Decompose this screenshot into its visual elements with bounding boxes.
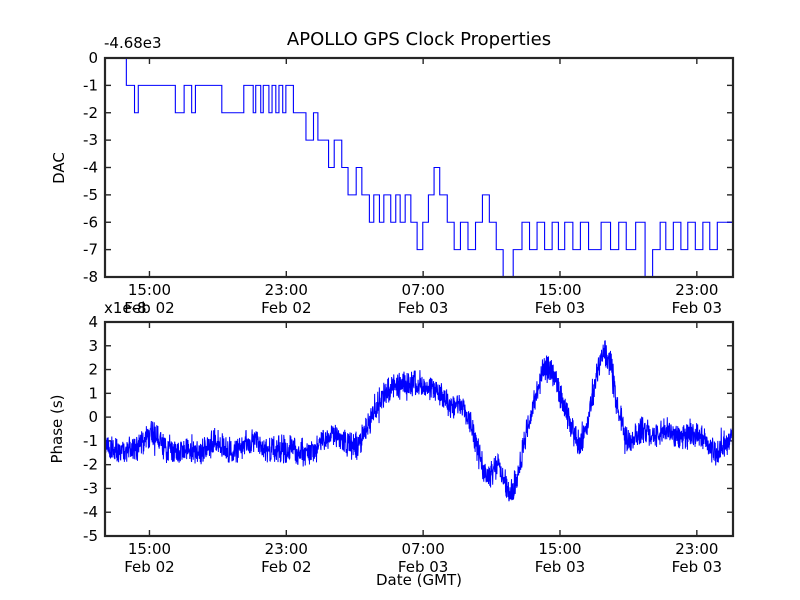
phase-data-trace — [104, 340, 734, 502]
phase-y-tick-label: -4 — [83, 503, 98, 521]
phase-x-tick-time: 15:00 — [538, 540, 581, 558]
dac-y-tick-label: -8 — [83, 268, 98, 286]
phase-y-tick-label: -5 — [83, 527, 98, 545]
chart-title: APOLLO GPS Clock Properties — [287, 29, 551, 50]
dac-x-tick-time: 23:00 — [675, 281, 718, 299]
dac-x-tick-time: 23:00 — [265, 281, 308, 299]
dac-y-tick-label: -2 — [83, 104, 98, 122]
phase-axes-frame — [103, 320, 735, 538]
dac-y-axis-label: DAC — [50, 152, 68, 184]
phase-subplot: x1e-8 Phase (s) Date (GMT) 4 3 2 1 0 -1 -2 -3 -4… — [48, 299, 735, 589]
phase-x-tick-time: 23:00 — [675, 540, 718, 558]
dac-y-tick-label: -5 — [83, 186, 98, 204]
dac-x-tick-time: 15:00 — [538, 281, 581, 299]
phase-y-tick-label: -1 — [83, 432, 98, 450]
dac-subplot: APOLLO GPS Clock Properties -4.68e3 DAC … — [50, 29, 735, 317]
dac-y-tick-label: -1 — [83, 76, 98, 94]
dac-x-tick-date: Feb 03 — [535, 299, 585, 317]
dac-x-tick-date: Feb 02 — [261, 299, 311, 317]
dac-x-tick-date: Feb 03 — [398, 299, 448, 317]
phase-y-tick-label: -2 — [83, 456, 98, 474]
dac-y-tick-label: -3 — [83, 131, 98, 149]
phase-x-tick-date: Feb 02 — [124, 558, 174, 576]
dac-x-tick-date: Feb 03 — [672, 299, 722, 317]
phase-y-tick-label: 2 — [88, 361, 98, 379]
phase-y-tick-label: -3 — [83, 479, 98, 497]
dac-x-tick-time: 15:00 — [128, 281, 171, 299]
phase-x-tick-time: 23:00 — [265, 540, 308, 558]
dac-y-offset-label: -4.68e3 — [104, 34, 162, 52]
dac-y-tick-label: -7 — [83, 241, 98, 259]
dac-x-tick-date: Feb 02 — [124, 299, 174, 317]
phase-x-tick-time: 07:00 — [402, 540, 445, 558]
phase-y-tick-label: 3 — [88, 337, 98, 355]
phase-y-offset-label: x1e-8 — [104, 299, 147, 317]
phase-y-tick-label: 1 — [88, 384, 98, 402]
phase-y-axis-label: Phase (s) — [48, 394, 66, 463]
phase-x-axis-label: Date (GMT) — [376, 571, 462, 589]
dac-data-trace — [105, 57, 733, 278]
dac-y-tick-label: -4 — [83, 159, 98, 177]
phase-x-tick-date: Feb 03 — [398, 558, 448, 576]
phase-x-tick-date: Feb 02 — [261, 558, 311, 576]
phase-y-tick-label: 4 — [88, 313, 98, 331]
dac-x-tick-time: 07:00 — [402, 281, 445, 299]
phase-x-tick-time: 15:00 — [128, 540, 171, 558]
dac-y-tick-label: -6 — [83, 213, 98, 231]
phase-y-tick-label: 0 — [88, 408, 98, 426]
dac-y-tick-label: 0 — [88, 49, 98, 67]
phase-x-tick-date: Feb 03 — [535, 558, 585, 576]
phase-x-tick-date: Feb 03 — [672, 558, 722, 576]
dac-axes-frame — [103, 56, 735, 279]
